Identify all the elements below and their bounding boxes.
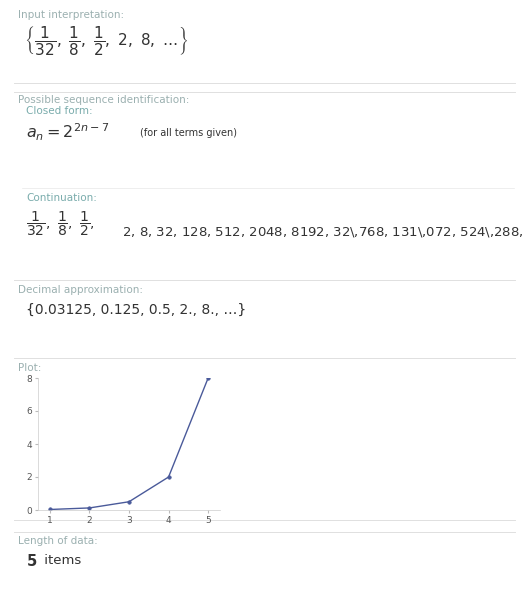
Text: Length of data:: Length of data:	[18, 536, 98, 546]
Text: 2, 8, 32, 128, 512, 2048, 8192, 32\,768, 131\,072, 524\,288, 2\,097\,152, $\ldot: 2, 8, 32, 128, 512, 2048, 8192, 32\,768,…	[118, 225, 529, 239]
Text: Continuation:: Continuation:	[26, 193, 97, 203]
Text: items: items	[40, 554, 81, 567]
Text: $\mathbf{5}$: $\mathbf{5}$	[26, 553, 37, 569]
Text: Input interpretation:: Input interpretation:	[18, 10, 124, 20]
Text: Closed form:: Closed form:	[26, 106, 93, 116]
Text: $\dfrac{1}{32},\ \dfrac{1}{8},\ \dfrac{1}{2},$: $\dfrac{1}{32},\ \dfrac{1}{8},\ \dfrac{1…	[26, 210, 95, 239]
Text: {0.03125, 0.125, 0.5, 2., 8., …}: {0.03125, 0.125, 0.5, 2., 8., …}	[26, 303, 247, 317]
Text: Plot:: Plot:	[18, 363, 41, 373]
Text: Decimal approximation:: Decimal approximation:	[18, 285, 143, 295]
Text: (for all terms given): (for all terms given)	[140, 128, 237, 138]
Text: $\boldsymbol{a_n} = 2^{2n-7}$: $\boldsymbol{a_n} = 2^{2n-7}$	[26, 122, 110, 143]
Text: $\left\{\dfrac{1}{32},\ \dfrac{1}{8},\ \dfrac{1}{2},\ 2,\ 8,\ \ldots\right\}$: $\left\{\dfrac{1}{32},\ \dfrac{1}{8},\ \…	[24, 24, 189, 57]
Text: Possible sequence identification:: Possible sequence identification:	[18, 95, 189, 105]
